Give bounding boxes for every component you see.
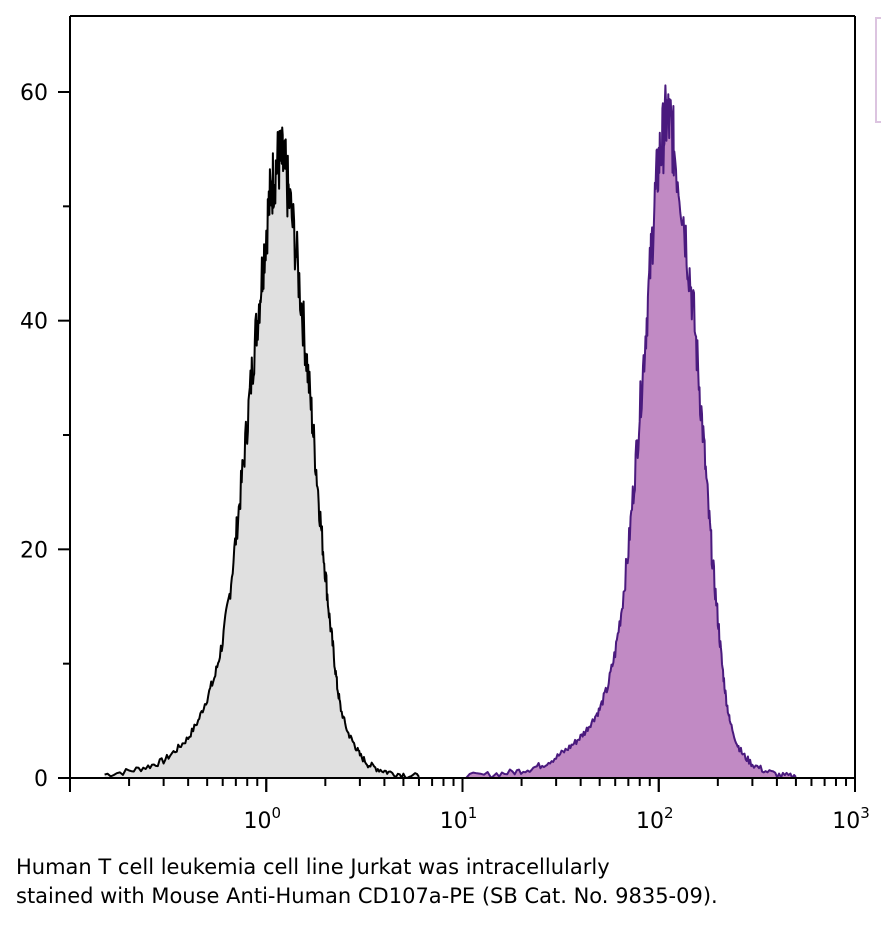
histogram-outline-2 bbox=[462, 84, 797, 779]
y-tick-label: 60 bbox=[20, 81, 48, 106]
x-tick-label: 100 bbox=[243, 804, 281, 834]
histogram-chart: 0 20 40 60 100 101 102 103 bbox=[20, 15, 881, 834]
figure-caption: Human T cell leukemia cell line Jurkat w… bbox=[16, 853, 876, 911]
x-tick-label: 102 bbox=[636, 804, 674, 834]
x-tick-label: 101 bbox=[440, 804, 478, 834]
y-tick-label: 20 bbox=[20, 538, 48, 563]
axes bbox=[69, 15, 856, 779]
plot-area bbox=[104, 84, 797, 779]
caption-line-2: stained with Mouse Anti-Human CD107a-PE … bbox=[16, 884, 718, 908]
histogram-outline-1 bbox=[104, 126, 420, 779]
x-axis-ticks: 100 101 102 103 bbox=[69, 778, 870, 834]
histogram-fill-2 bbox=[462, 85, 796, 778]
y-tick-label: 40 bbox=[20, 310, 48, 335]
legend-box-edge bbox=[875, 17, 881, 123]
y-tick-label: 0 bbox=[34, 767, 48, 792]
y-axis-ticks: 0 20 40 60 bbox=[20, 81, 70, 792]
x-tick-label: 103 bbox=[832, 804, 870, 834]
histogram-fill-1 bbox=[104, 127, 419, 778]
caption-line-1: Human T cell leukemia cell line Jurkat w… bbox=[16, 855, 610, 879]
